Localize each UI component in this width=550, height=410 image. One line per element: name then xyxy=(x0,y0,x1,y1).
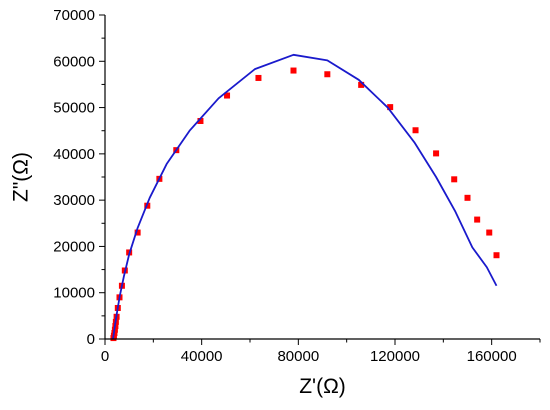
x-tick-label: 160000 xyxy=(467,348,517,365)
data-point-20 xyxy=(324,71,331,78)
x-tick-label: 80000 xyxy=(277,348,319,365)
y-tick-label: 20000 xyxy=(53,238,95,255)
x-axis-title: Z'(Ω) xyxy=(299,375,346,398)
y-tick-label: 10000 xyxy=(53,285,95,302)
data-point-17 xyxy=(224,92,231,99)
y-tick-label: 70000 xyxy=(53,7,95,24)
plot-area xyxy=(110,53,500,342)
data-point-23 xyxy=(412,127,419,134)
axes: 0 40000 80000 120000 160000 0 10000 20000 30000 4… xyxy=(53,7,541,365)
data-point-24 xyxy=(433,150,440,157)
fit-line xyxy=(112,53,498,340)
data-point-16 xyxy=(197,117,204,124)
data-point-18 xyxy=(255,74,262,81)
x-tick-label: 0 xyxy=(101,348,109,365)
x-tick-label: 120000 xyxy=(370,348,420,365)
y-tick-label: 30000 xyxy=(53,192,95,209)
data-point-12 xyxy=(134,229,141,236)
y-tick-label: 40000 xyxy=(53,146,95,163)
data-point-27 xyxy=(474,216,481,223)
data-point-28 xyxy=(486,229,493,236)
y-tick-label: 60000 xyxy=(53,53,95,70)
data-point-22 xyxy=(387,104,394,111)
data-point-25 xyxy=(451,176,458,183)
data-point-19 xyxy=(290,67,297,74)
data-point-26 xyxy=(464,194,471,201)
data-point-29 xyxy=(493,252,500,259)
y-axis-title: Z"(Ω) xyxy=(10,152,33,202)
data-point-21 xyxy=(358,81,365,88)
x-tick-label: 40000 xyxy=(181,348,223,365)
y-tick-label: 50000 xyxy=(53,100,95,117)
y-tick-label: 0 xyxy=(87,331,95,348)
